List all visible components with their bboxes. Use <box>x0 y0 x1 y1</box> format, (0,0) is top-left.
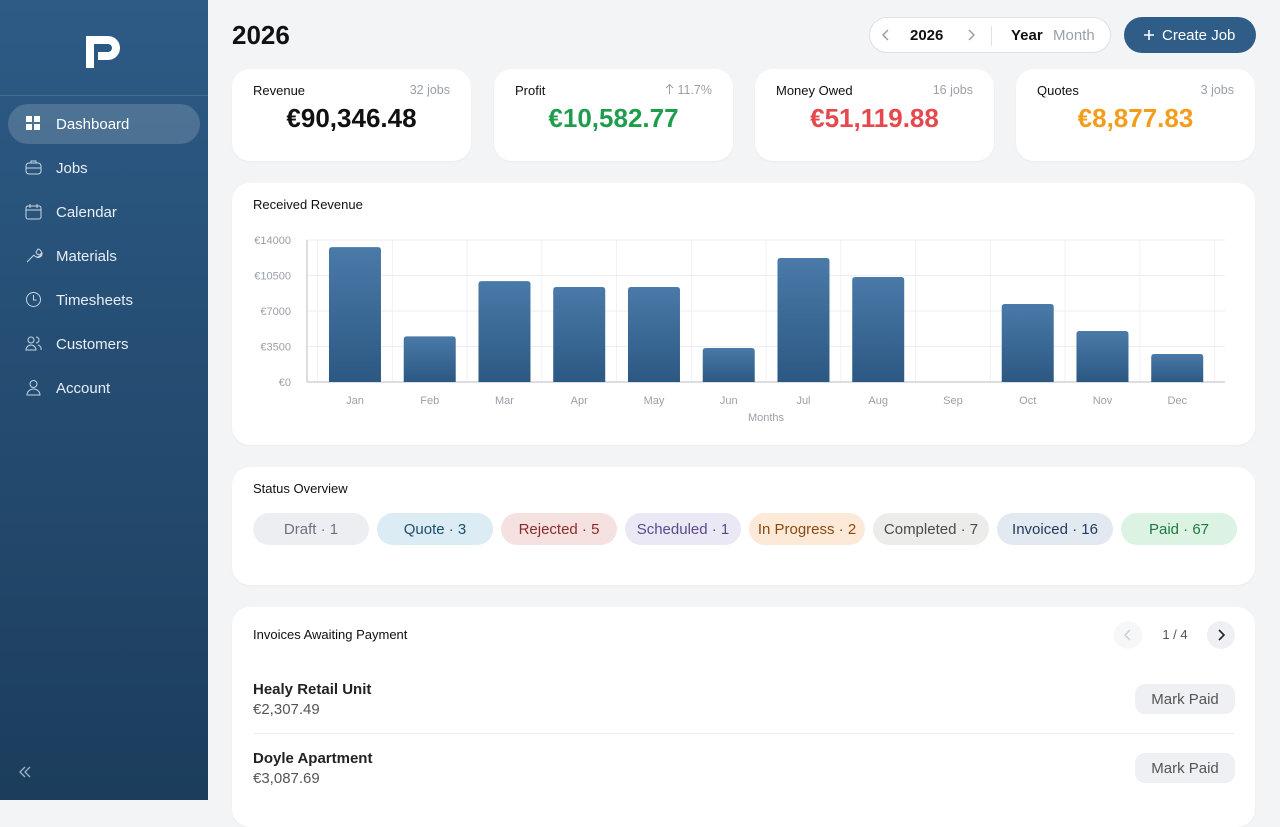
nav-item[interactable]: Customers <box>8 324 200 364</box>
stat-card: Profit 11.7% €10,582.77 <box>494 69 733 161</box>
bar <box>702 348 755 382</box>
bar <box>1001 304 1054 382</box>
y-tick-label: €0 <box>279 377 291 389</box>
stat-value: €51,119.88 <box>810 103 939 133</box>
invoice-name: Healy Retail Unit <box>253 681 372 698</box>
bar <box>478 281 531 382</box>
invoice-name: Doyle Apartment <box>253 750 373 767</box>
x-tick-label: Oct <box>1019 395 1036 407</box>
stat-label: Money Owed <box>776 83 853 98</box>
stat-meta: 11.7% <box>665 83 712 97</box>
x-axis-title: Months <box>748 412 785 424</box>
status-pill[interactable]: Scheduled · 1 <box>625 513 741 545</box>
stat-value: €10,582.77 <box>548 103 679 133</box>
nav-label: Customers <box>56 335 129 353</box>
nav-item[interactable]: Dashboard <box>8 104 200 144</box>
invoice-amount: €2,307.49 <box>253 701 320 718</box>
nav-item[interactable]: Jobs <box>8 148 200 188</box>
x-tick-label: Mar <box>495 395 514 407</box>
x-tick-label: Aug <box>868 395 888 407</box>
status-pill[interactable]: Paid · 67 <box>1121 513 1237 545</box>
x-tick-label: Jul <box>796 395 810 407</box>
mark-paid-button[interactable]: Mark Paid <box>1135 684 1235 714</box>
page-title: 2026 <box>232 20 290 50</box>
bar <box>553 286 606 382</box>
status-pill[interactable]: Draft · 1 <box>253 513 369 545</box>
stat-meta: 32 jobs <box>409 83 450 97</box>
nav-item[interactable]: Materials <box>8 236 200 276</box>
bar <box>777 257 830 382</box>
next-year[interactable] <box>965 29 977 41</box>
prev-year[interactable] <box>880 29 892 41</box>
y-tick-label: €3500 <box>260 342 291 354</box>
invoices-card: Invoices Awaiting Payment 1 / 4 Healy Re… <box>232 607 1255 827</box>
nav-item[interactable]: Timesheets <box>8 280 200 320</box>
chart: €0 €3500 €7000 €10500 €14000 Jan Feb Mar Apr May J… <box>254 235 1225 424</box>
bar <box>1151 354 1204 382</box>
next-page[interactable] <box>1207 621 1235 649</box>
stat-meta: 3 jobs <box>1200 83 1234 97</box>
chart-title: Received Revenue <box>253 197 363 212</box>
nav-label: Calendar <box>56 203 117 221</box>
mode-month[interactable]: Month <box>1053 27 1095 44</box>
nav-label: Dashboard <box>56 115 130 133</box>
divider <box>253 733 1235 734</box>
status-pill[interactable]: Completed · 7 <box>873 513 989 545</box>
y-tick-label: €7000 <box>260 306 291 318</box>
x-tick-label: Sep <box>943 395 963 407</box>
nav-label: Account <box>56 379 111 397</box>
status-card: Status Overview Draft · 1 Quote · 3 Reject… <box>232 467 1255 585</box>
bar <box>403 336 456 382</box>
status-pill[interactable]: Rejected · 5 <box>501 513 617 545</box>
stat-label: Profit <box>515 83 546 98</box>
status-title: Status Overview <box>253 481 348 496</box>
x-tick-label: May <box>644 395 665 407</box>
bar <box>852 277 905 382</box>
stat-label: Revenue <box>253 83 306 98</box>
nav-item[interactable]: Calendar <box>8 192 200 232</box>
create-job-button[interactable]: Create Job <box>1124 17 1256 53</box>
x-tick-label: Apr <box>571 395 588 407</box>
mode-year[interactable]: Year <box>1011 27 1043 44</box>
stat-card: Quotes 3 jobs €8,877.83 <box>1016 69 1255 161</box>
page-indicator: 1 / 4 <box>1162 627 1188 642</box>
stat-meta: 16 jobs <box>932 83 973 97</box>
nav-item[interactable]: Account <box>8 368 200 408</box>
x-tick-label: Dec <box>1167 395 1187 407</box>
x-tick-label: Jun <box>720 395 738 407</box>
stat-label: Quotes <box>1037 83 1079 98</box>
year-label: 2026 <box>910 27 944 44</box>
bar <box>627 286 680 382</box>
create-job-label: Create Job <box>1162 26 1236 44</box>
bar <box>1076 330 1129 382</box>
period-picker: 2026 Year Month <box>869 17 1111 53</box>
bar <box>328 247 381 382</box>
mark-paid-button[interactable]: Mark Paid <box>1135 753 1235 783</box>
prev-page[interactable] <box>1114 621 1142 649</box>
invoices-title: Invoices Awaiting Payment <box>253 627 408 642</box>
y-tick-label: €14000 <box>254 235 291 247</box>
sidebar: Dashboard Jobs Calendar Materials Timesheets… <box>0 0 208 800</box>
nav-label: Materials <box>56 247 117 265</box>
revenue-chart-card: Received Revenue €0 €3500 €7000 €10500 €1400… <box>232 183 1255 445</box>
stat-card: Revenue 32 jobs €90,346.48 <box>232 69 471 161</box>
x-tick-label: Jan <box>346 395 364 407</box>
nav-label: Timesheets <box>56 291 133 309</box>
stat-value: €90,346.48 <box>286 103 417 133</box>
stat-value: €8,877.83 <box>1077 103 1194 133</box>
stat-card: Money Owed 16 jobs €51,119.88 <box>755 69 994 161</box>
logo <box>86 36 120 68</box>
x-tick-label: Feb <box>420 395 439 407</box>
status-pill[interactable]: Quote · 3 <box>377 513 493 545</box>
x-tick-label: Nov <box>1093 395 1113 407</box>
nav-label: Jobs <box>56 159 88 177</box>
status-pill[interactable]: Invoiced · 16 <box>997 513 1113 545</box>
y-tick-label: €10500 <box>254 271 291 283</box>
status-pill[interactable]: In Progress · 2 <box>749 513 865 545</box>
invoice-amount: €3,087.69 <box>253 770 320 787</box>
collapse-sidebar[interactable] <box>18 765 32 779</box>
